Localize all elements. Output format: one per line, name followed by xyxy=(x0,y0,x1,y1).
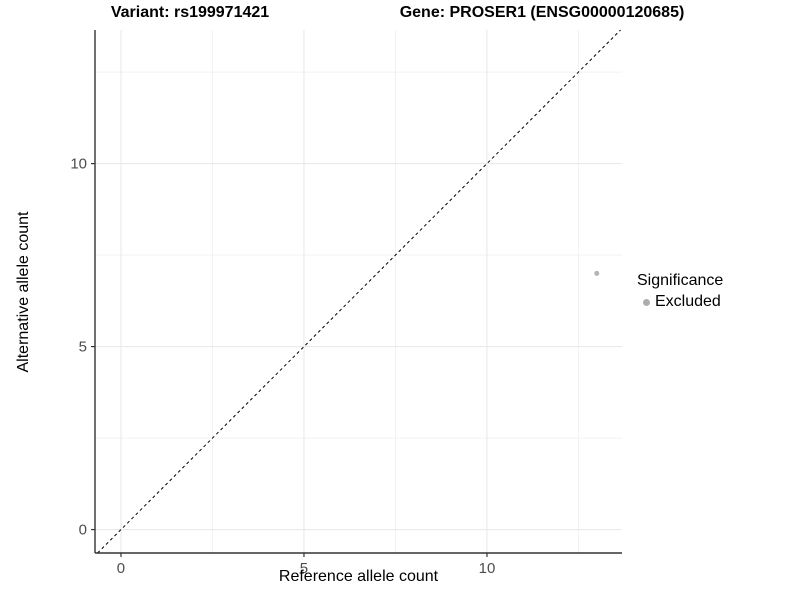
svg-text:5: 5 xyxy=(79,339,87,356)
y-axis-title: Alternative allele count xyxy=(15,211,32,373)
svg-text:5: 5 xyxy=(300,560,308,577)
legend-key xyxy=(637,298,655,306)
svg-text:0: 0 xyxy=(79,522,87,539)
legend-item-excluded: Excluded xyxy=(637,293,723,311)
x-axis-title: Reference allele count xyxy=(278,568,439,585)
svg-text:0: 0 xyxy=(117,560,125,577)
legend: Significance Excluded xyxy=(637,272,723,311)
svg-text:10: 10 xyxy=(479,560,496,577)
svg-text:10: 10 xyxy=(70,156,87,173)
legend-point-icon xyxy=(642,298,650,306)
legend-title: Significance xyxy=(637,272,724,289)
plot-title-variant: Variant: rs199971421 xyxy=(110,4,270,21)
legend-item-label: Excluded xyxy=(655,293,721,310)
plot-title-gene: Gene: PROSER1 (ENSG00000120685) xyxy=(399,4,685,21)
